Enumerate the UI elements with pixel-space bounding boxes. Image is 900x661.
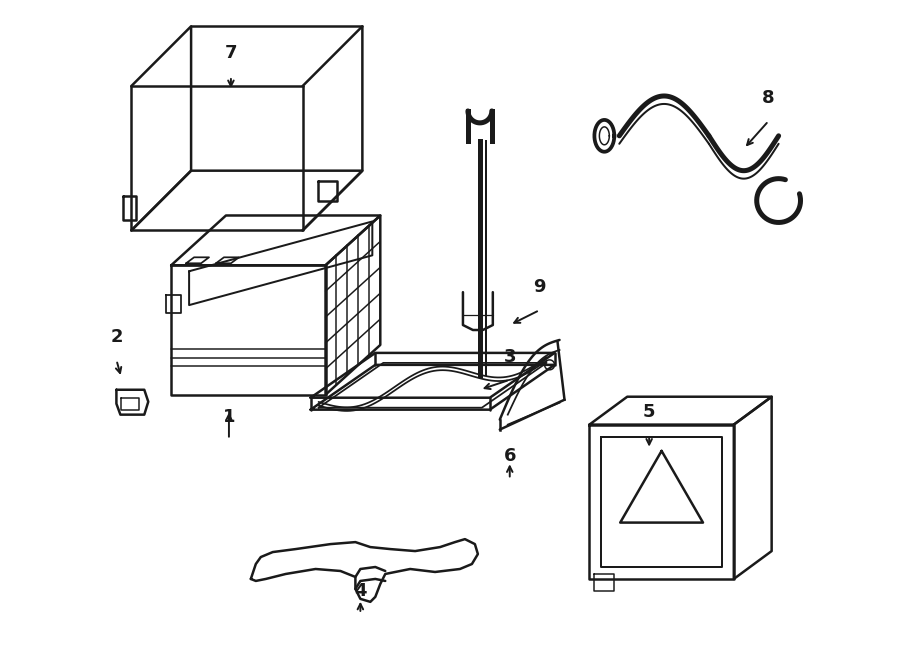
Text: 6: 6 — [503, 447, 516, 465]
Text: 7: 7 — [225, 44, 238, 62]
Text: 1: 1 — [222, 408, 235, 426]
Text: 2: 2 — [110, 328, 122, 346]
Text: 9: 9 — [534, 278, 546, 296]
Text: 3: 3 — [503, 348, 516, 366]
Text: 4: 4 — [354, 582, 366, 600]
Text: 5: 5 — [643, 403, 655, 420]
Text: 8: 8 — [762, 89, 775, 107]
